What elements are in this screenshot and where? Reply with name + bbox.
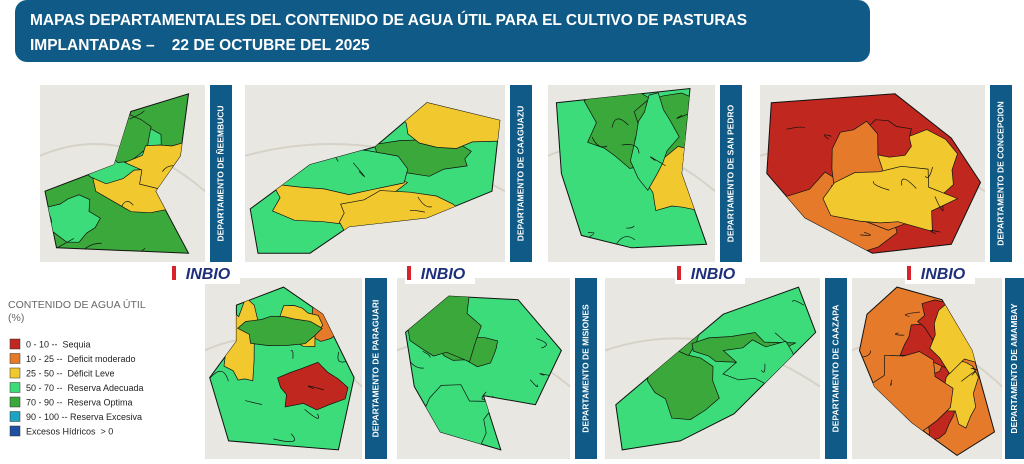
logo-stripe [677,266,681,280]
legend-label: 90 - 100 -- Reserva Excesiva [26,412,142,422]
department-label: DEPARTAMENTO DE AMAMBAY [1009,303,1019,434]
legend-title: CONTENIDO DE AGUA ÚTIL (%) [8,298,146,324]
legend-swatch [9,353,21,364]
logo: INBIO [691,266,736,283]
zones [785,119,981,254]
contour [895,332,905,336]
legend-label: 70 - 90 -- Reserva Optima [26,397,133,407]
legend-label: 25 - 50 -- Déficit Leve [26,368,115,378]
zone [822,165,959,232]
department-label: DEPARTAMENTO DE CAAZAPA [830,305,840,433]
logo: INBIO [921,266,966,283]
contour [905,311,921,317]
legend-swatch [9,382,21,393]
contour [210,370,229,382]
logo-background [170,262,240,284]
title-line: MAPAS DEPARTAMENTALES DEL CONTENIDO DE A… [30,11,747,29]
contour [901,178,917,189]
legend-swatch [9,411,21,422]
contour [961,370,977,382]
zones [210,296,355,442]
legend-box [0,290,200,442]
contour [304,409,319,419]
department-label: DEPARTAMENTO DE ÑEEMBUCU [215,105,225,241]
contour [621,144,640,154]
logo-stripe [172,266,176,280]
department-label: DEPARTAMENTO DE SAN PEDRO [725,104,735,242]
legend-label: 0 - 10 -- Sequia [26,339,91,349]
contour [529,379,538,388]
contour [290,350,294,359]
contour [417,196,432,208]
label-bar [1005,278,1024,459]
contour [925,166,933,179]
department-label: DEPARTAMENTO DE MISIONES [580,304,590,433]
label-bar [365,278,387,459]
zone [237,315,323,346]
legend-swatch [9,425,21,437]
zone [630,92,680,191]
contour [649,156,666,167]
contour [121,201,134,207]
zone [277,361,349,411]
label-bar [210,85,232,262]
contour [352,162,365,178]
contour [307,385,325,391]
legend-swatch [9,396,21,408]
contour [273,433,295,442]
contour [245,400,263,405]
logo-background [675,262,745,284]
contour [823,134,832,140]
department-label: DEPARTAMENTO DE CONCEPCION [995,101,1005,246]
contour [934,196,944,212]
contour [129,110,145,120]
contour [626,225,635,229]
contour [760,363,766,373]
contour [422,351,431,358]
legend-title-line: (%) [8,312,24,324]
contour [774,332,786,343]
logo: INBIO [186,266,231,283]
legend-label: 10 - 25 -- Deficit moderado [26,354,136,364]
department-label: DEPARTAMENTO DE PARAGUARI [370,300,380,438]
contour [890,379,893,386]
legend-title-line: CONTENIDO DE AGUA ÚTIL [8,298,146,311]
title-line: IMPLANTADAS – 22 DE OCTUBRE DEL 2025 [30,37,370,54]
label-bar [825,278,847,459]
label-bar [510,85,532,262]
logo-stripe [907,266,911,280]
contour [676,113,689,119]
contour [132,247,146,254]
label-bar [990,85,1012,262]
contour [860,232,871,236]
zone [647,348,720,420]
department-label: DEPARTAMENTO DE CAAGUAZU [515,106,525,242]
title-banner [15,0,870,62]
label-bar [720,85,742,262]
legend-swatch [9,338,21,350]
legend-label: Excesos Hídricos > 0 [26,426,113,436]
contour [614,236,636,246]
contour [591,136,608,148]
contour [536,338,547,349]
contour [409,209,426,213]
contour [786,126,805,130]
contour [792,300,805,306]
logo-stripe [407,266,411,280]
contour [872,181,890,191]
logo-background [905,262,975,284]
logo-background [405,262,475,284]
contour [611,118,629,128]
label-bar [575,278,597,459]
contour [859,350,872,358]
contour [587,232,595,238]
legend-swatch [9,367,21,379]
contour [930,230,941,235]
legend-label: 50 - 70 -- Reserva Adecuada [26,383,144,393]
logo: INBIO [421,266,466,283]
